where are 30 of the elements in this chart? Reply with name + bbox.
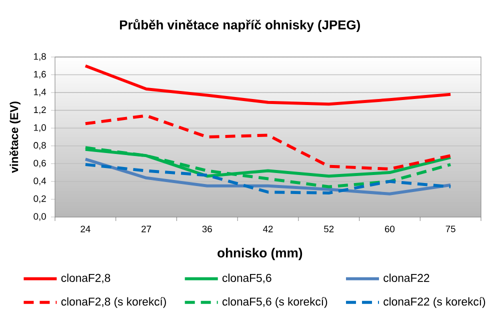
line-series [84,163,452,194]
x-tick-label: 24 [80,226,90,232]
legend-label: clonaF5,6 (s korekcí) [222,297,328,308]
chart-title: Průběh vinětace napříč ohnisky (JPEG) [120,18,360,32]
line-series [84,158,452,196]
x-tick-label: 42 [263,226,273,232]
y-tick-label: 0,0 [34,213,46,221]
line-series [84,114,452,170]
y-tick-label: 0,2 [34,195,46,204]
legend-label: clonaF22 [384,274,430,282]
y-tick-label: 1,8 [34,53,46,61]
y-tick-label: 1,0 [34,124,46,132]
line-series [84,64,452,106]
legend-label: clonaF22 (s korekcí) [384,297,486,308]
legend-label: clonaF2,8 (s korekcí) [61,297,166,308]
x-tick-label: 60 [384,226,395,232]
legend-label: clonaF5,6 [222,274,272,284]
x-tick-label: 75 [446,226,456,232]
y-tick-label: 0,4 [34,178,46,186]
x-axis-title: ohnisko (mm) [218,248,302,260]
legend-label: clonaF2,8 [61,274,110,284]
x-tick-label: 27 [142,226,152,232]
y-tick-label: 0,8 [34,142,46,150]
y-axis-title: vinětace (EV) [10,102,20,173]
y-tick-label: 1,2 [34,106,46,114]
y-tick-label: 0,6 [34,160,46,168]
y-tick-label: 1,4 [34,88,46,96]
x-tick-label: 36 [202,226,212,232]
x-tick-label: 52 [324,226,334,232]
y-tick-label: 1,6 [34,70,46,79]
